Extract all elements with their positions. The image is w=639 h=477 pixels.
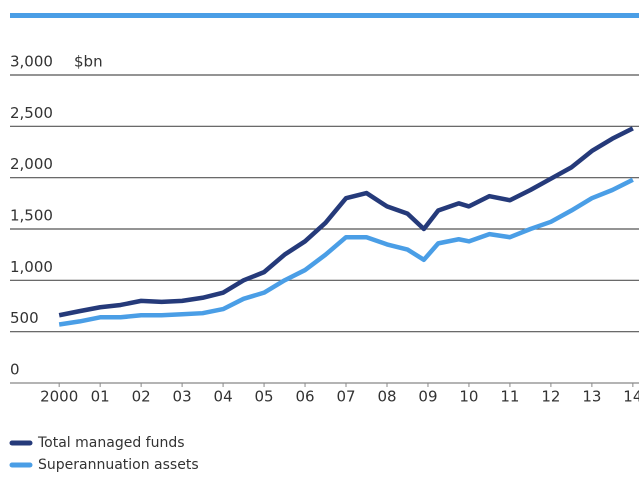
y-tick-label: 500	[10, 309, 39, 327]
x-tick-label: 10	[459, 388, 478, 406]
series-line	[58, 126, 634, 318]
y-tick-label: 3,000	[10, 53, 53, 71]
header-bar	[10, 13, 639, 18]
y-tick-label: 1,500	[10, 207, 53, 225]
y-tick-label: 2,000	[10, 155, 53, 173]
y-tick-label: 2,500	[10, 104, 53, 122]
legend-label: Total managed funds	[37, 435, 185, 451]
x-tick-label: 05	[255, 388, 274, 406]
x-tick-label: 02	[132, 388, 151, 406]
y-tick-label: 1,000	[10, 258, 53, 276]
x-tick-label: 04	[214, 388, 233, 406]
x-tick-label: 08	[377, 388, 396, 406]
x-tick-label: 2000	[40, 388, 78, 406]
y-tick-label: 0	[10, 361, 20, 379]
x-tick-label: 14	[623, 388, 639, 406]
x-tick-label: 06	[295, 388, 314, 406]
series-line	[58, 177, 634, 327]
x-tick-label: 09	[418, 388, 437, 406]
x-tick-label: 11	[500, 388, 519, 406]
x-tick-label: 07	[336, 388, 355, 406]
y-unit: $bn	[74, 53, 103, 71]
x-tick-label: 03	[173, 388, 192, 406]
x-tick-label: 12	[541, 388, 560, 406]
x-tick-label: 01	[91, 388, 110, 406]
legend-label: Superannuation assets	[38, 457, 199, 473]
x-tick-label: 13	[582, 388, 601, 406]
